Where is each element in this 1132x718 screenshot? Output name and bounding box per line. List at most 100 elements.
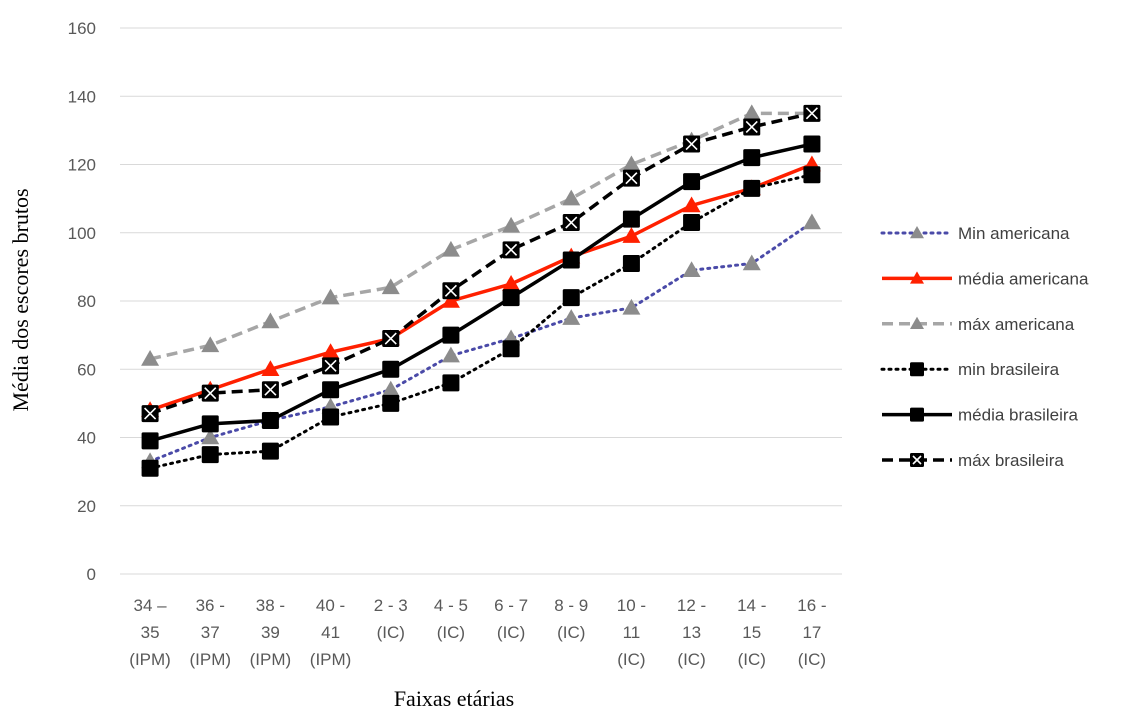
y-tick-label: 20 <box>77 497 96 516</box>
data-point <box>742 254 761 271</box>
data-point <box>562 189 581 206</box>
data-point <box>442 326 460 344</box>
data-point <box>141 350 160 366</box>
data-point <box>261 360 280 376</box>
legend-label: média americana <box>958 269 1089 288</box>
data-point <box>261 411 279 429</box>
x-tick-label: 4 - 5 (IC) <box>434 596 468 642</box>
x-tick-label: 40 -41 (IPM) <box>310 596 352 669</box>
data-point <box>502 289 520 307</box>
legend-label: máx americana <box>958 315 1075 334</box>
series-line <box>149 142 813 443</box>
data-point <box>562 309 581 325</box>
legend-item: Min americana <box>880 224 1070 243</box>
series-1 <box>141 213 821 469</box>
legend: Min americana média americana máx american… <box>880 224 1089 470</box>
data-point <box>742 104 761 121</box>
data-point <box>201 415 219 433</box>
data-point <box>562 251 580 269</box>
x-tick-label: 38 -39 (IPM) <box>250 596 292 669</box>
data-point <box>622 155 641 172</box>
x-tick-label: 14 -15 (IC) <box>737 596 766 669</box>
y-tick-label: 140 <box>68 87 96 106</box>
data-point <box>201 336 220 353</box>
data-point <box>442 374 460 392</box>
data-point <box>322 357 340 375</box>
legend-label: máx brasileira <box>958 451 1064 470</box>
x-tick-label: 6 - 7 (IC) <box>494 596 528 642</box>
data-point <box>502 216 521 233</box>
data-point <box>682 261 701 278</box>
data-point <box>141 432 159 450</box>
data-point <box>622 210 640 228</box>
data-point <box>322 381 340 399</box>
series-layer <box>141 104 821 477</box>
data-point <box>803 135 821 153</box>
series-3 <box>141 104 821 366</box>
data-point <box>201 446 219 464</box>
legend-marker <box>910 316 924 330</box>
data-point <box>802 213 821 230</box>
data-point <box>141 459 159 477</box>
x-tick-label: 12 -13 (IC) <box>677 596 706 669</box>
data-point <box>502 340 520 358</box>
legend-marker <box>910 226 924 239</box>
data-point <box>261 442 279 460</box>
data-point <box>261 312 280 329</box>
y-tick-label: 80 <box>77 292 96 311</box>
data-point <box>683 214 701 232</box>
y-tick-label: 100 <box>68 224 96 243</box>
legend-item: média brasileira <box>882 406 1079 425</box>
data-point <box>562 214 580 232</box>
data-point <box>743 118 761 136</box>
data-point <box>803 104 821 122</box>
data-point <box>502 241 520 259</box>
y-tick-label: 120 <box>68 156 96 175</box>
data-point <box>141 405 159 423</box>
y-tick-label: 0 <box>87 565 96 584</box>
data-point <box>562 289 580 307</box>
y-tick-label: 40 <box>77 429 96 448</box>
data-point <box>201 384 219 402</box>
data-point <box>322 408 340 426</box>
data-point <box>382 360 400 378</box>
legend-marker <box>910 271 924 284</box>
x-axis-title: Faixas etárias <box>394 686 514 711</box>
x-tick-label: 34 –35 (IPM) <box>129 596 171 669</box>
x-tick-label: 8 - 9 (IC) <box>554 596 588 642</box>
x-tick-label: 36 -37 (IPM) <box>189 596 231 669</box>
data-point <box>321 288 340 305</box>
data-point <box>442 282 460 300</box>
data-point <box>622 254 640 272</box>
legend-marker <box>910 407 924 422</box>
data-point <box>441 292 460 308</box>
y-tick-label: 60 <box>77 360 96 379</box>
gridlines <box>120 27 842 575</box>
series-6 <box>141 104 821 423</box>
x-axis-ticks: 34 –35 (IPM) 36 -37 (IPM) 38 -39 (IPM) 40 -41(… <box>129 596 826 669</box>
x-tick-label: 16 -17 (IC) <box>797 596 826 669</box>
data-point <box>382 394 400 412</box>
x-tick-label: 2 - 3 (IC) <box>374 596 408 642</box>
legend-label: min brasileira <box>958 360 1060 379</box>
data-point <box>683 173 701 191</box>
legend-item: máx brasileira <box>882 451 1064 470</box>
data-point <box>502 274 521 291</box>
data-point <box>743 179 761 197</box>
series-5 <box>141 135 821 450</box>
series-line <box>149 162 813 412</box>
data-point <box>381 380 400 397</box>
data-point <box>622 169 640 187</box>
series-2 <box>141 155 821 417</box>
data-point <box>381 278 400 295</box>
data-point <box>683 135 701 153</box>
y-axis-title: Média dos escores brutos <box>8 188 33 411</box>
legend-marker <box>910 362 924 377</box>
data-point <box>743 149 761 167</box>
y-tick-label: 160 <box>68 19 96 38</box>
data-point <box>321 343 340 359</box>
legend-item: máx americana <box>882 315 1075 334</box>
data-point <box>622 227 641 243</box>
series-line <box>149 111 813 416</box>
series-line <box>149 111 812 361</box>
